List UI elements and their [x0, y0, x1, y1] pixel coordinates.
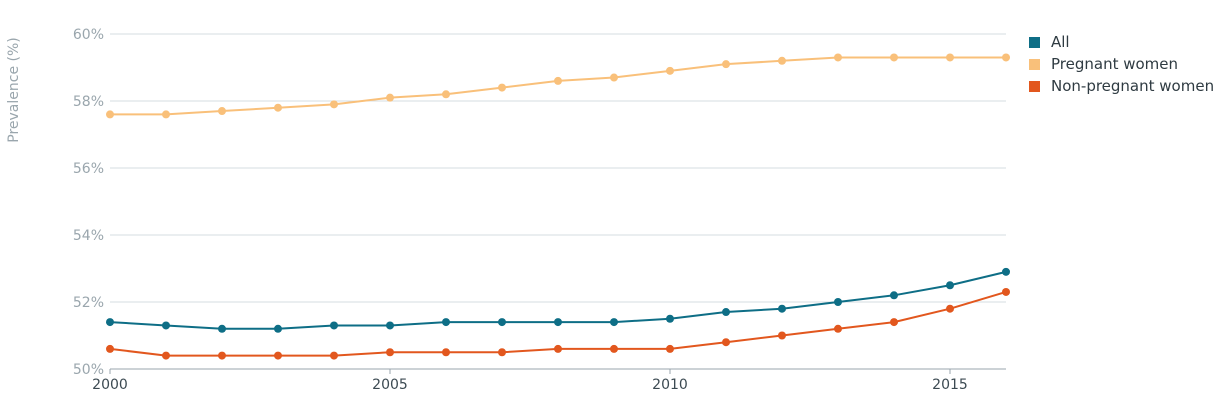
data-point[interactable] — [1002, 287, 1010, 296]
legend-label: Non-pregnant women — [1051, 77, 1214, 95]
data-point[interactable] — [218, 107, 226, 116]
data-point[interactable] — [386, 348, 394, 357]
data-point[interactable] — [778, 304, 786, 313]
data-point[interactable] — [106, 344, 114, 353]
data-point[interactable] — [554, 76, 562, 85]
data-point[interactable] — [554, 344, 562, 353]
data-point[interactable] — [218, 351, 226, 360]
data-point[interactable] — [834, 53, 842, 62]
data-point[interactable] — [106, 110, 114, 119]
series-line — [110, 56, 1006, 116]
data-point[interactable] — [946, 281, 954, 290]
legend-label: All — [1051, 33, 1070, 51]
data-point[interactable] — [890, 318, 898, 327]
x-tick-label: 2010 — [652, 377, 688, 393]
series-layer — [106, 53, 1010, 360]
x-tick-label: 2005 — [372, 377, 408, 393]
legend-item[interactable]: Pregnant women — [1029, 55, 1178, 73]
data-point[interactable] — [442, 348, 450, 357]
x-axis-ticks: 2000 2005 2010 2015 — [92, 369, 968, 393]
data-point[interactable] — [890, 53, 898, 62]
legend-swatch — [1029, 59, 1040, 70]
data-point[interactable] — [778, 331, 786, 340]
y-axis-label: Prevalence (%) — [6, 37, 22, 143]
data-point[interactable] — [722, 60, 730, 69]
data-point[interactable] — [386, 93, 394, 102]
y-tick-label: 50% — [73, 362, 104, 378]
y-tick-label: 56% — [73, 161, 104, 177]
data-point[interactable] — [218, 324, 226, 333]
y-tick-label: 58% — [73, 94, 104, 110]
x-tick-label: 2000 — [92, 377, 128, 393]
data-point[interactable] — [442, 90, 450, 99]
legend-swatch — [1029, 81, 1040, 92]
data-point[interactable] — [386, 321, 394, 330]
legend-item[interactable]: All — [1029, 33, 1070, 51]
data-point[interactable] — [162, 321, 170, 330]
legend-swatch — [1029, 37, 1040, 48]
data-point[interactable] — [442, 318, 450, 327]
data-point[interactable] — [498, 318, 506, 327]
legend-label: Pregnant women — [1051, 55, 1178, 73]
y-tick-label: 60% — [73, 27, 104, 43]
data-point[interactable] — [834, 324, 842, 333]
data-point[interactable] — [778, 56, 786, 65]
data-point[interactable] — [946, 304, 954, 313]
data-point[interactable] — [610, 318, 618, 327]
data-point[interactable] — [106, 318, 114, 327]
data-point[interactable] — [330, 351, 338, 360]
data-point[interactable] — [330, 321, 338, 330]
data-point[interactable] — [666, 314, 674, 323]
data-point[interactable] — [666, 66, 674, 75]
data-point[interactable] — [162, 351, 170, 360]
y-axis-ticks: 50% 52% 54% 56% 58% 60% — [73, 27, 104, 378]
series-1 — [106, 53, 1010, 119]
data-point[interactable] — [498, 83, 506, 92]
data-point[interactable] — [834, 298, 842, 306]
data-point[interactable] — [722, 308, 730, 317]
y-tick-label: 54% — [73, 228, 104, 244]
grid-lines — [110, 33, 1006, 370]
data-point[interactable] — [610, 344, 618, 353]
data-point[interactable] — [946, 53, 954, 62]
data-point[interactable] — [722, 338, 730, 347]
x-tick-label: 2015 — [932, 377, 968, 393]
data-point[interactable] — [162, 110, 170, 119]
data-point[interactable] — [498, 348, 506, 357]
data-point[interactable] — [274, 351, 282, 360]
y-tick-label: 52% — [73, 295, 104, 311]
data-point[interactable] — [610, 73, 618, 82]
data-point[interactable] — [890, 291, 898, 300]
data-point[interactable] — [1002, 53, 1010, 62]
data-point[interactable] — [554, 318, 562, 327]
legend-item[interactable]: Non-pregnant women — [1029, 77, 1214, 95]
data-point[interactable] — [274, 103, 282, 112]
data-point[interactable] — [1002, 267, 1010, 276]
data-point[interactable] — [274, 324, 282, 333]
legend: All Pregnant women Non-pregnant women — [1029, 33, 1214, 95]
data-point[interactable] — [330, 100, 338, 109]
data-point[interactable] — [666, 344, 674, 353]
series-2 — [106, 287, 1010, 360]
series-0 — [106, 267, 1010, 333]
